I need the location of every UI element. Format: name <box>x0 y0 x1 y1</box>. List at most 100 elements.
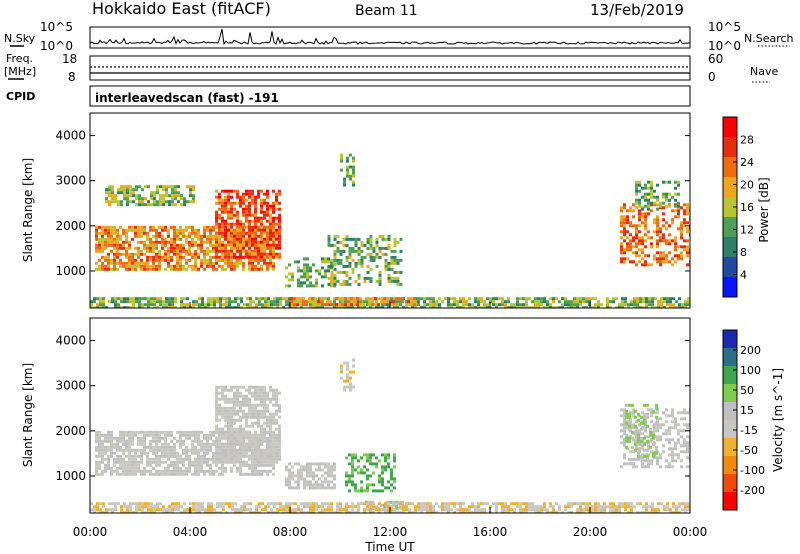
heatmap-cell <box>312 263 315 267</box>
heatmap-cell <box>224 424 227 428</box>
heatmap-cell <box>123 300 126 304</box>
heatmap-cell <box>525 505 528 509</box>
heatmap-cell <box>153 303 156 307</box>
heatmap-cell <box>504 508 507 512</box>
heatmap-cell <box>99 508 102 512</box>
heatmap-cell <box>306 468 309 472</box>
heatmap-cell <box>635 201 638 205</box>
heatmap-cell <box>248 385 251 389</box>
heatmap-cell <box>239 237 242 241</box>
heatmap-cell <box>245 448 248 452</box>
heatmap-cell <box>641 242 644 246</box>
heatmap-cell <box>107 445 110 449</box>
heatmap-cell <box>161 225 164 229</box>
heatmap-cell <box>315 486 318 490</box>
heatmap-cell <box>399 511 402 513</box>
heatmap-cell <box>336 306 339 308</box>
heatmap-cell <box>101 255 104 259</box>
heatmap-cell <box>309 508 312 512</box>
heatmap-cell <box>125 264 128 268</box>
heatmap-cell <box>149 439 152 443</box>
heatmap-cell <box>510 508 513 512</box>
heatmap-cell <box>354 249 358 253</box>
heatmap-cell <box>128 466 131 470</box>
heatmap-cell <box>413 303 416 307</box>
heatmap-cell <box>552 297 555 301</box>
heatmap-cell <box>540 303 543 307</box>
heatmap-cell <box>185 433 188 437</box>
heatmap-cell <box>174 185 177 189</box>
heatmap-cell <box>657 303 660 307</box>
heatmap-cell <box>687 297 690 301</box>
heatmap-cell <box>656 215 659 219</box>
heatmap-cell <box>468 303 471 307</box>
heatmap-cell <box>330 270 334 274</box>
heatmap-cell <box>113 445 116 449</box>
heatmap-cell <box>96 508 99 512</box>
heatmap-cell <box>236 409 239 413</box>
heatmap-cell <box>650 209 653 213</box>
heatmap-cell <box>288 505 291 509</box>
heatmap-cell <box>242 264 245 268</box>
heatmap-cell <box>227 210 230 214</box>
heatmap-cell <box>272 252 275 256</box>
heatmap-cell <box>222 508 225 512</box>
heatmap-cell <box>423 508 426 512</box>
heatmap-cell <box>126 300 129 304</box>
heatmap-cell <box>114 200 117 204</box>
heatmap-cell <box>251 385 254 389</box>
heatmap-cell <box>150 502 153 506</box>
heatmap-cell <box>333 237 337 241</box>
heatmap-cell <box>303 266 306 270</box>
heatmap-cell <box>263 243 266 247</box>
heatmap-cell <box>90 306 93 308</box>
heatmap-cell <box>203 231 206 235</box>
freq-tick-bottom: 8 <box>68 70 76 84</box>
heatmap-cell <box>336 505 339 509</box>
heatmap-cell <box>227 258 230 262</box>
heatmap-cell <box>465 508 468 512</box>
heatmap-cell <box>164 267 167 271</box>
heatmap-cell <box>390 508 393 512</box>
heatmap-cell <box>629 245 632 249</box>
heatmap-cell <box>242 463 245 467</box>
heatmap-cell <box>248 388 251 392</box>
heatmap-cell <box>237 508 240 512</box>
heatmap-cell <box>585 300 588 304</box>
heatmap-cell <box>95 243 98 247</box>
heatmap-cell <box>171 303 174 307</box>
heatmap-cell <box>260 234 263 238</box>
heatmap-cell <box>167 469 170 473</box>
heatmap-cell <box>363 279 367 283</box>
heatmap-cell <box>642 505 645 509</box>
heatmap-cell <box>339 270 343 274</box>
heatmap-cell <box>674 260 677 264</box>
heatmap-cell <box>576 508 579 512</box>
heatmap-cell <box>242 427 245 431</box>
heatmap-cell <box>131 255 134 259</box>
heatmap-cell <box>201 297 204 301</box>
freq-tick-top: 18 <box>62 52 77 66</box>
heatmap-cell <box>651 505 654 509</box>
heatmap-cell <box>155 448 158 452</box>
heatmap-cell <box>579 300 582 304</box>
heatmap-cell <box>122 231 125 235</box>
heatmap-cell <box>384 511 387 513</box>
heatmap-cell <box>635 183 638 187</box>
heatmap-cell <box>366 456 369 460</box>
heatmap-cell <box>174 191 177 195</box>
heatmap-cell <box>626 426 629 430</box>
heatmap-cell <box>144 511 147 513</box>
heatmap-cell <box>312 474 315 478</box>
heatmap-cell <box>159 300 162 304</box>
heatmap-cell <box>135 188 138 192</box>
heatmap-cell <box>333 300 336 304</box>
heatmap-cell <box>634 448 637 452</box>
heatmap-cell <box>360 264 364 268</box>
heatmap-cell <box>251 442 254 446</box>
heatmap-cell <box>357 465 360 469</box>
heatmap-cell <box>164 240 167 244</box>
heatmap-cell <box>275 394 278 398</box>
heatmap-cell <box>674 459 677 463</box>
heatmap-cell <box>354 453 357 457</box>
